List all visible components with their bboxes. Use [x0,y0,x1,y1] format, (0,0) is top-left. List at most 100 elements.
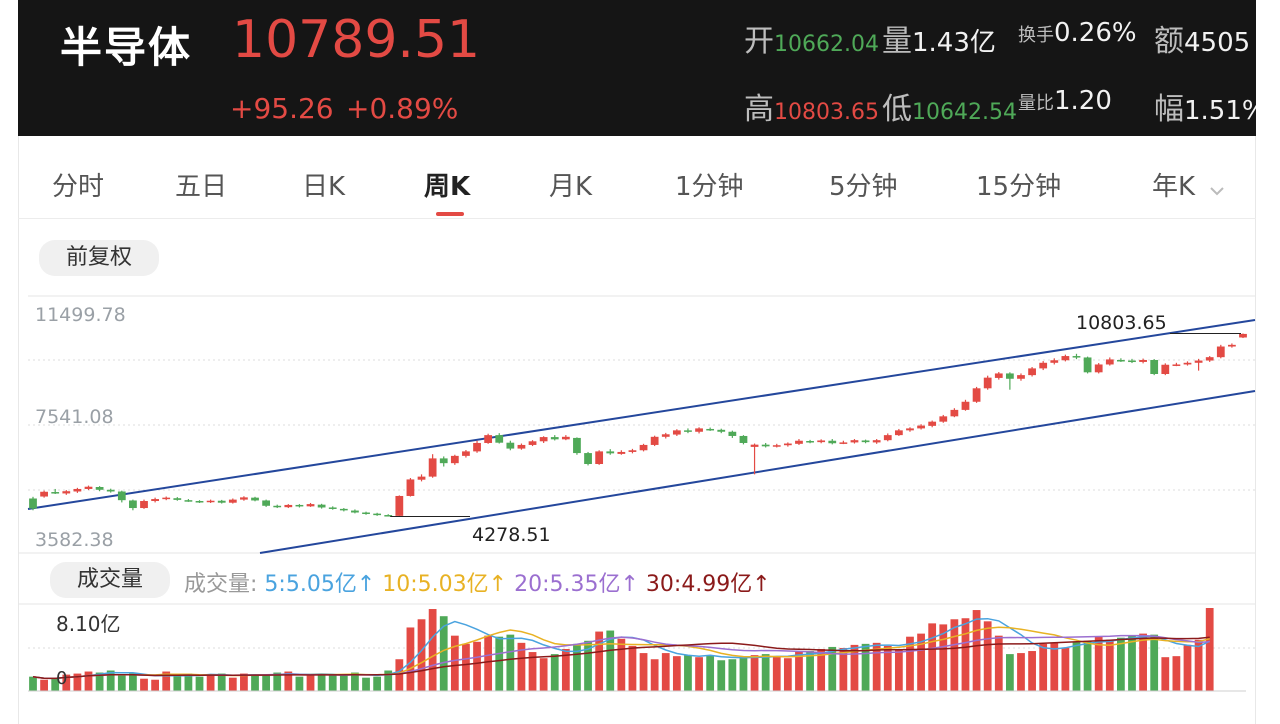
volume-bar [1172,656,1181,691]
candle-body [495,435,504,443]
candle-body [1061,356,1070,361]
volume-bar [528,652,537,691]
volume-bar [351,672,359,691]
candle-body [29,498,37,509]
volume-bar [1005,654,1014,691]
volume-max-label: 8.10亿 [56,612,121,636]
volume-bar [195,676,204,691]
volume-bar [972,610,981,691]
volume-bar [650,659,659,691]
volume-bar [95,672,104,691]
volume-bar [850,644,859,691]
low-marker-label: 4278.51 [472,524,551,546]
volume-bar [561,648,570,691]
candle-body [828,440,837,444]
candle-body [240,497,248,500]
volume-bar [661,653,670,691]
candle-body [872,440,881,443]
volume-bar [29,676,37,691]
candle-body [51,492,60,494]
stat-amplitude: 幅1.51% [1154,92,1256,127]
candle-body [328,507,337,509]
tab-1-minute[interactable]: 1分钟 [675,172,744,202]
index-name: 半导体 [60,23,193,72]
candle-body [206,500,215,503]
candle-body [1228,344,1236,347]
period-tabs: 分时 五日 日K 周K 月K 1分钟 5分钟 15分钟 年K [18,150,1256,219]
candle-body [894,430,903,436]
tab-yearly-k[interactable]: 年K [1152,166,1225,203]
last-price: 10789.51 [232,10,481,70]
candle-body [73,488,82,492]
chevron-down-icon [1209,173,1225,203]
candle-body [861,440,870,443]
candle-body [417,476,426,480]
candle-body [184,500,193,502]
y-axis-label: 7541.08 [35,406,114,428]
volume-bar [1128,635,1136,691]
candle-body [1050,360,1059,363]
right-border [1255,136,1256,724]
lower-trend-line [259,390,1256,554]
candle-body [1161,364,1170,374]
volume-bar [428,609,437,691]
volume-bar [73,673,82,691]
candle-body [706,428,715,431]
volume-bar [373,676,382,691]
candle-body [273,505,282,508]
volume-bar [717,660,726,691]
tab-weekly-k[interactable]: 周K [424,172,471,202]
volume-bar [550,654,559,691]
candle-body [939,416,948,422]
candle-body [550,437,559,440]
candle-body [1139,359,1147,362]
volume-bar [173,675,182,691]
volume-bar [950,619,959,691]
stat-volume-ratio: 量比1.20 [1018,86,1112,116]
candle-body [1017,375,1025,379]
tab-monthly-k[interactable]: 月K [549,172,593,202]
tab-daily-k[interactable]: 日K [302,172,346,202]
volume-bar [1194,639,1203,691]
volume-bar [1094,636,1103,691]
volume-bar [206,674,215,691]
adjust-mode-button[interactable]: 前复权 [39,240,159,276]
stat-volume: 量1.43亿 [882,24,996,59]
stat-open: 开10662.04 [744,24,879,59]
volume-legend-prefix: 成交量: [184,572,258,597]
candle-body [84,486,93,489]
volume-bar [384,670,393,691]
candle-body [117,491,126,501]
volume-indicator-button[interactable]: 成交量 [50,562,170,598]
volume-bar [573,643,581,691]
candle-body [428,458,437,477]
candle-body [284,504,293,508]
candle-body [317,504,326,508]
volume-bar [939,624,948,691]
candle-body [628,450,637,452]
tab-5-minute[interactable]: 5分钟 [829,172,898,202]
volume-bar [595,631,604,691]
volume-bar [861,643,870,691]
volume-bar [961,618,970,691]
price-change-pct: +0.89% [346,92,459,125]
stat-turnover: 换手0.26% [1018,18,1137,48]
candle-body [384,515,393,517]
volume-bar [983,621,992,691]
candle-body [906,428,914,431]
candle-body [561,436,570,440]
candle-body [1183,362,1192,365]
volume-bar [317,673,326,691]
tab-five-day[interactable]: 五日 [175,172,228,202]
candle-body [506,442,515,449]
candle-body [672,430,681,435]
volume-bar [450,635,459,691]
tab-15-minute[interactable]: 15分钟 [976,172,1062,202]
candle-body [850,440,859,443]
volume-bar [539,658,548,691]
candle-body [839,442,848,444]
tab-minute[interactable]: 分时 [52,172,105,202]
volume-bar [1083,640,1092,691]
volume-bar [129,673,137,691]
